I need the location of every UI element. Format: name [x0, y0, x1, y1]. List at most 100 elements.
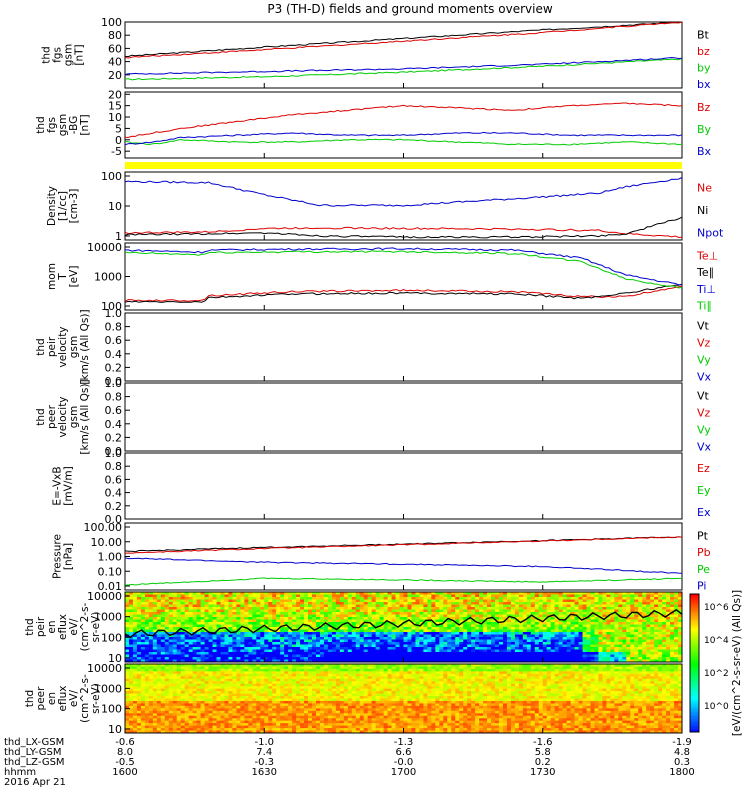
spectrogram-cell — [463, 609, 468, 613]
spectrogram-cell — [335, 607, 341, 610]
spectrogram-cell — [502, 637, 508, 640]
spectrogram-cell — [128, 624, 134, 628]
spectrogram-cell — [387, 634, 392, 638]
spectrogram-cell — [471, 668, 476, 672]
spectrogram-cell — [363, 599, 369, 603]
spectrogram-cell — [578, 634, 583, 638]
spectrogram-cell — [347, 629, 353, 633]
spectrogram-cell — [355, 597, 361, 600]
spectrogram-cell — [335, 668, 341, 672]
spectrogram-cell — [678, 654, 683, 658]
spectrogram-cell — [678, 624, 683, 628]
spectrogram-cell — [363, 673, 369, 677]
spectrogram-cell — [542, 607, 548, 610]
spectrogram-cell — [598, 666, 603, 670]
spectrogram-cell — [443, 671, 448, 675]
spectrogram-cell — [471, 619, 476, 623]
spectrogram-cell — [327, 664, 333, 667]
spectrogram-cell — [518, 602, 524, 605]
spectrogram-cell — [634, 659, 639, 663]
spectrogram-cell — [375, 657, 381, 660]
spectrogram-cell — [164, 671, 170, 675]
spectrogram-cell — [658, 614, 663, 618]
spectrogram-cell — [188, 654, 194, 658]
spectrogram-cell — [630, 622, 635, 625]
spectrogram-cell — [268, 642, 273, 645]
spectrogram-cell — [443, 652, 448, 655]
spectrogram-cell — [236, 617, 241, 620]
spectrogram-cell — [244, 668, 249, 672]
spectrogram-cell — [610, 634, 615, 638]
spectrogram-cell — [140, 639, 146, 643]
spectrogram-cell — [128, 602, 134, 605]
spectrogram-cell — [347, 649, 353, 653]
spectrogram-cell — [311, 619, 317, 623]
spectrogram-cell — [610, 673, 615, 677]
spectrogram-cell — [578, 629, 583, 633]
spectrogram-cell — [327, 676, 333, 680]
spectrogram-cell — [554, 619, 560, 623]
spectrogram-cell — [666, 668, 671, 672]
panel-p10: 10000100010010thdpeerenefluxeV/(cm^2-s-s… — [24, 662, 683, 736]
spectrogram-cell — [355, 609, 361, 613]
spectrogram-cell — [614, 604, 619, 608]
spectrogram-cell — [459, 657, 464, 660]
legend-Vy: Vy — [697, 354, 711, 367]
spectrogram-cell — [256, 666, 261, 670]
spectrogram-cell — [518, 619, 524, 623]
spectrogram-cell — [479, 668, 484, 672]
spectrogram-cell — [407, 666, 412, 670]
spectrogram-cell — [502, 594, 508, 598]
spectrogram-cell — [323, 668, 329, 672]
spectrogram-cell — [582, 649, 587, 653]
spectrogram-cell — [614, 671, 619, 675]
spectrogram-cell — [204, 602, 209, 605]
spectrogram-cell — [188, 657, 194, 660]
spectrogram-cell — [614, 602, 619, 605]
spectrogram-cell — [132, 652, 138, 655]
spectrogram-cell — [582, 604, 587, 608]
spectrogram-cell — [276, 659, 281, 663]
spectrogram-cell — [526, 644, 532, 648]
spectrogram-cell — [459, 676, 464, 680]
spectrogram-cell — [586, 612, 591, 615]
spectrogram-cell — [411, 642, 416, 645]
spectrogram-cell — [343, 644, 349, 648]
spectrogram-cell — [447, 647, 452, 650]
spectrogram-cell — [347, 647, 353, 650]
spectrogram-cell — [375, 639, 381, 643]
spectrogram-cell — [634, 664, 639, 667]
spectrogram-cell — [156, 604, 162, 608]
spectrogram-cell — [658, 599, 663, 603]
spectrogram-cell — [296, 642, 301, 645]
spectrogram-cell — [510, 664, 516, 667]
spectrogram-cell — [530, 607, 536, 610]
spectrogram-cell — [431, 629, 436, 633]
spectrogram-cell — [463, 622, 468, 625]
spectrogram-cell — [371, 634, 377, 638]
spectrogram-cell — [618, 668, 623, 672]
spectrogram-cell — [272, 668, 277, 672]
spectrogram-cell — [216, 652, 221, 655]
spectrogram-cell — [399, 612, 404, 615]
spectrogram-cell — [670, 609, 675, 613]
spectrogram-cell — [212, 639, 217, 643]
spectrogram-cell — [447, 657, 452, 660]
spectrogram-cell — [228, 657, 233, 660]
spectrogram-cell — [427, 666, 432, 670]
spectrogram-cell — [498, 676, 504, 680]
spectrogram-cell — [172, 604, 178, 608]
spectrogram-cell — [132, 624, 138, 628]
spectrogram-cell — [415, 617, 420, 620]
spectrogram-cell — [475, 644, 480, 648]
spectrogram-cell — [319, 617, 325, 620]
spectrogram-cell — [252, 676, 257, 680]
spectrogram-cell — [339, 617, 345, 620]
spectrogram-cell — [359, 642, 365, 645]
spectrogram-cell — [132, 634, 138, 638]
spectrogram-cell — [391, 624, 396, 628]
spectrogram-cell — [292, 599, 297, 603]
spectrogram-cell — [495, 652, 500, 655]
spectrogram-cell — [415, 602, 420, 605]
y-axis-label-line: E=-VxB — [52, 466, 64, 505]
